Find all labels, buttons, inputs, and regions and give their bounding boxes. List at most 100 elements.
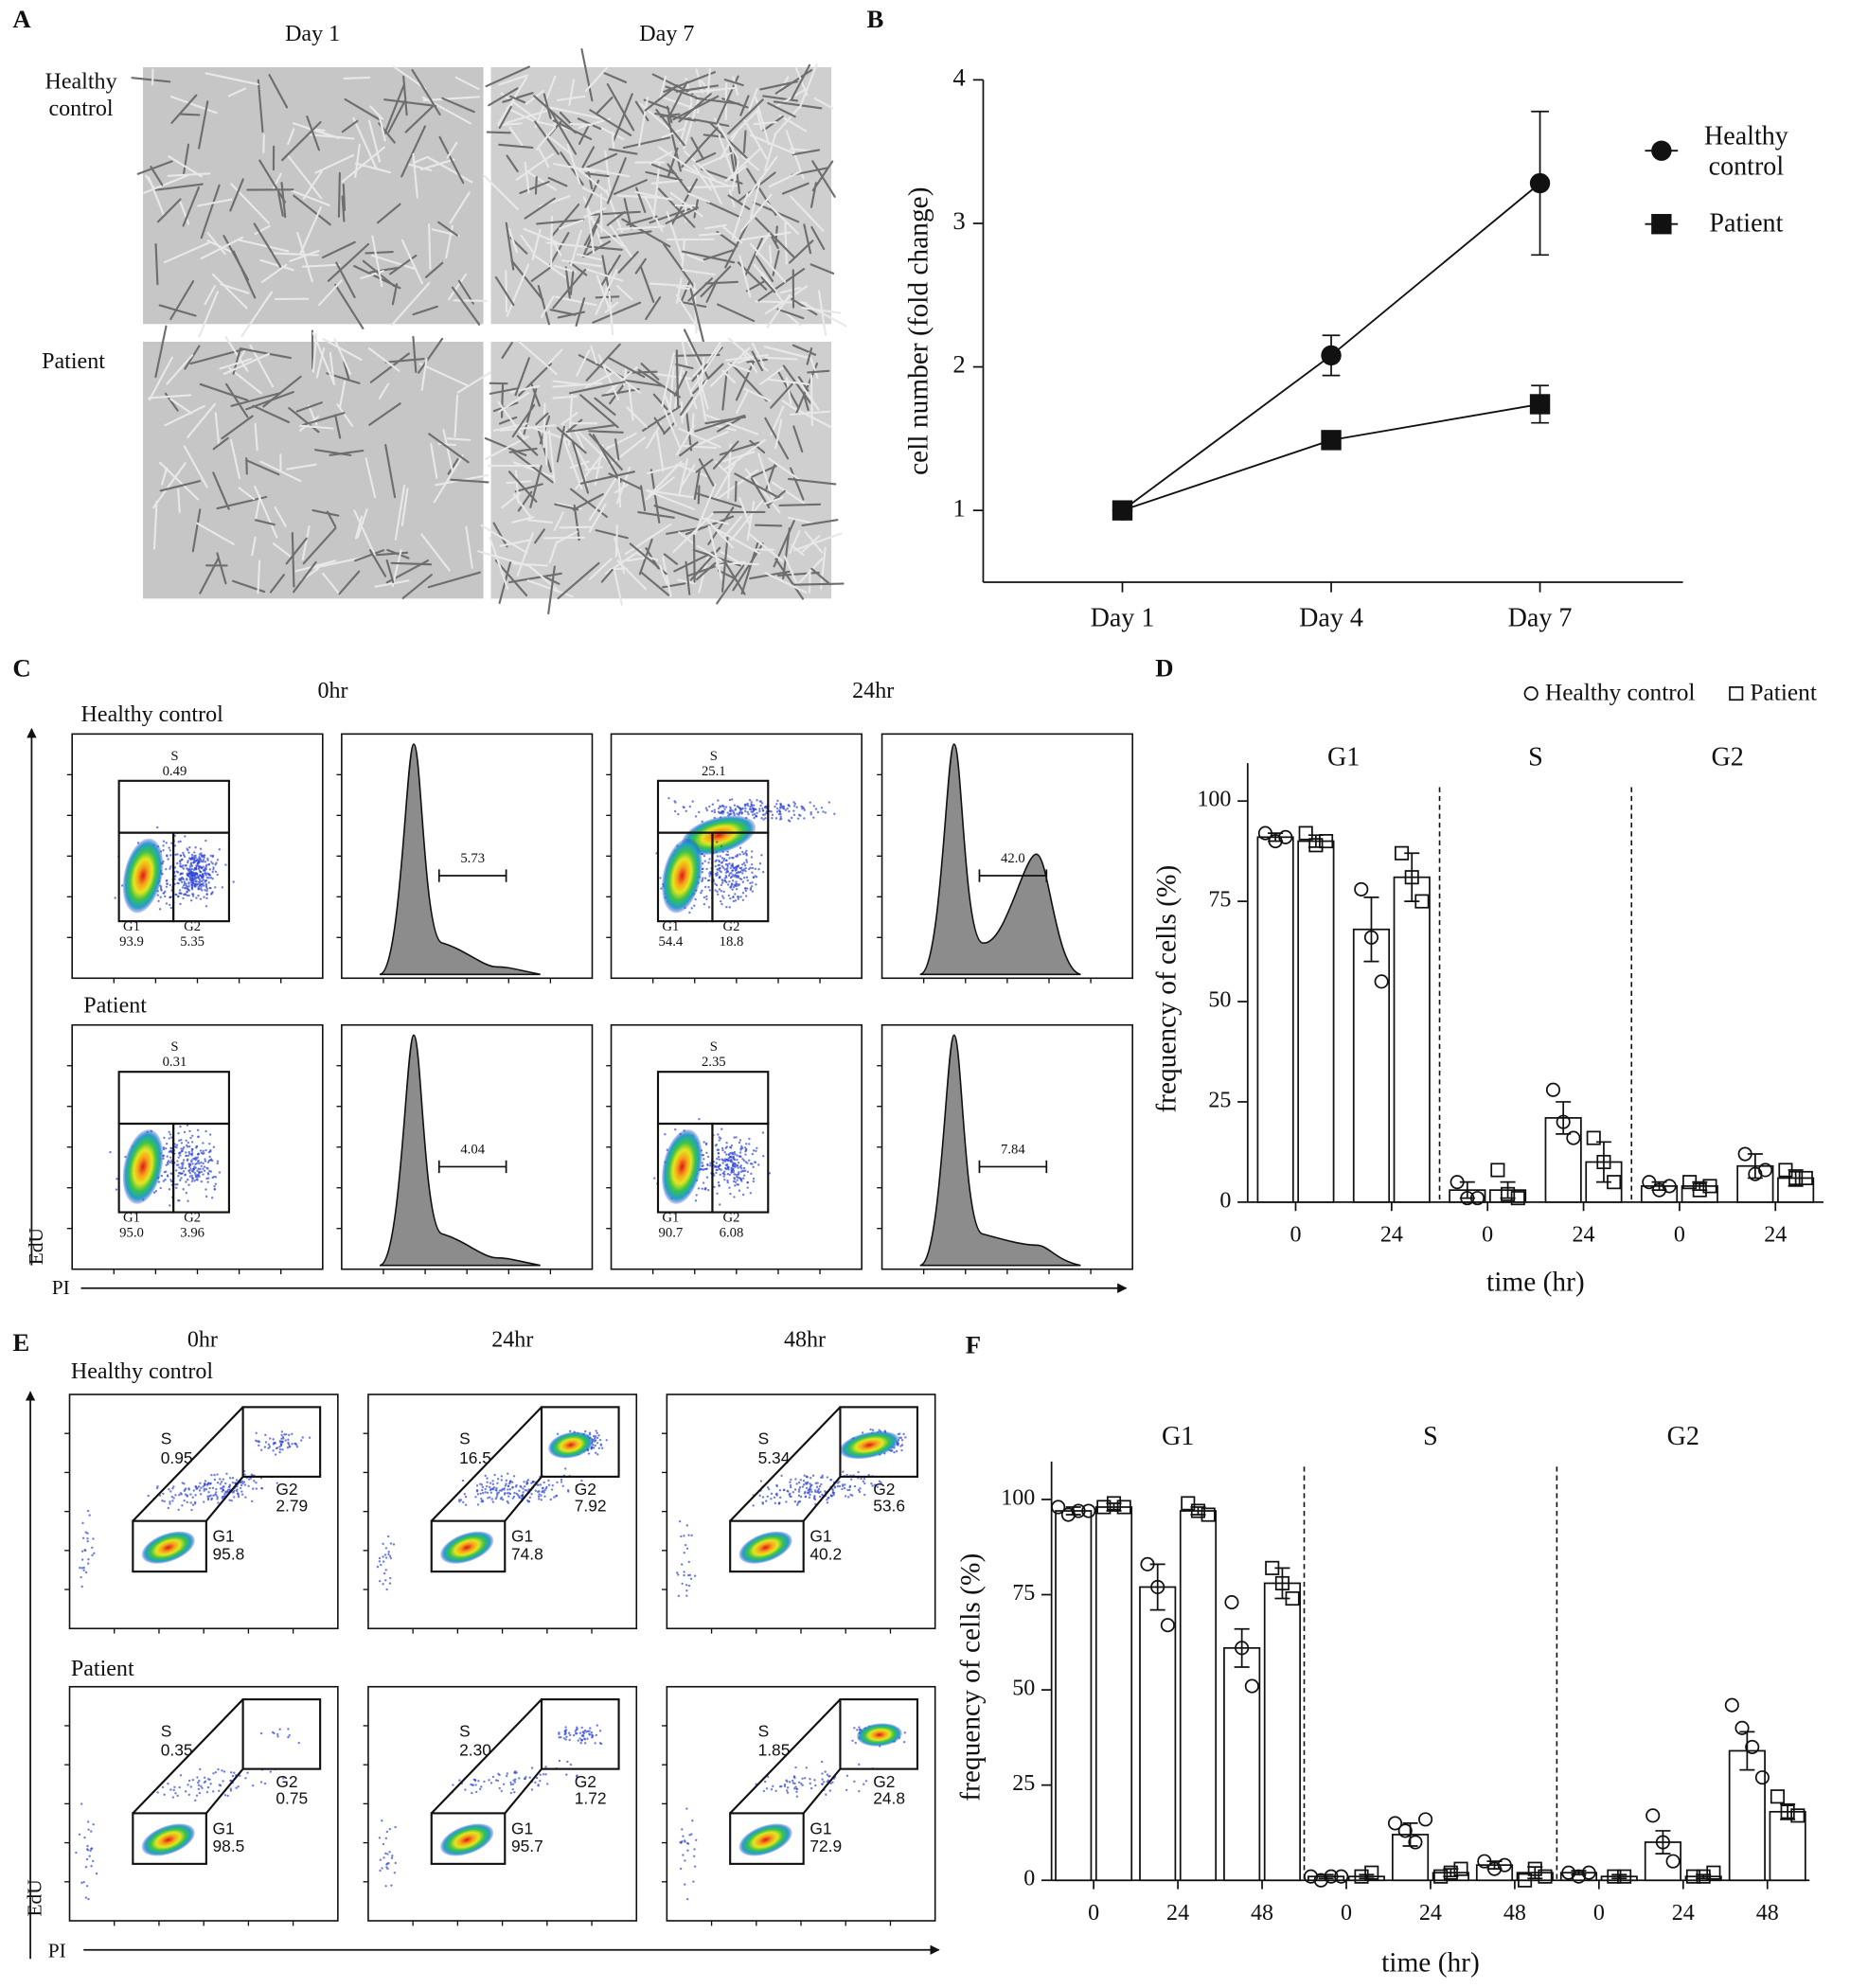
panel-label: C [12, 654, 30, 683]
cell [534, 176, 538, 195]
cell [732, 76, 739, 96]
event-dot [287, 1735, 290, 1739]
event-dot [388, 1850, 391, 1854]
x-tick-label: 48 [1756, 1901, 1779, 1926]
event-dot [514, 1778, 517, 1781]
event-dot [240, 1490, 243, 1493]
event-dot [246, 1771, 249, 1774]
event-dot [539, 1779, 542, 1783]
event-dot [391, 1855, 394, 1857]
data-point [1285, 1590, 1300, 1606]
cell [703, 249, 735, 261]
event-dot [760, 802, 764, 805]
event-dot [808, 1496, 811, 1499]
event-dot [715, 1165, 719, 1168]
event-dot [210, 861, 213, 863]
data-point [1354, 881, 1369, 896]
event-dot [753, 816, 756, 820]
micrograph [477, 328, 845, 615]
event-dot [165, 1163, 168, 1166]
cell [391, 549, 402, 587]
gate-name: S [170, 749, 178, 764]
x-tick-label: 24 [1573, 1222, 1595, 1247]
event-dot [182, 1159, 186, 1162]
event-dot [547, 1483, 551, 1486]
gate-value: 5.34 [758, 1448, 791, 1467]
event-dot [714, 864, 718, 868]
event-dot [177, 1163, 180, 1166]
cell [354, 549, 385, 562]
event-dot [558, 1732, 560, 1735]
event-dot [511, 1497, 514, 1500]
event-dot [694, 897, 697, 901]
cell [251, 536, 257, 557]
error-bar [1149, 1563, 1165, 1611]
event-dot [187, 1793, 191, 1797]
cell [182, 186, 201, 227]
event-dot [722, 896, 725, 899]
cell [336, 403, 354, 427]
event-dot [809, 811, 812, 814]
cell [808, 352, 819, 380]
event-dot [775, 803, 778, 806]
cell [535, 412, 549, 426]
event-dot [821, 1783, 824, 1785]
data-point [1308, 838, 1324, 853]
hist-value: 5.73 [460, 851, 485, 866]
event-dot [659, 877, 662, 879]
event-dot [594, 1440, 596, 1443]
gate-name: S [161, 1721, 172, 1740]
row-label: Patient [83, 994, 147, 1019]
event-dot [384, 1852, 387, 1855]
event-dot [788, 1781, 792, 1784]
event-dot [532, 1480, 535, 1483]
cell [498, 143, 534, 150]
event-dot [733, 804, 737, 807]
event-dot [164, 1146, 168, 1150]
event-dot [823, 1781, 826, 1784]
event-dot [212, 1790, 215, 1793]
event-dot [710, 809, 714, 813]
event-dot [79, 1566, 81, 1570]
event-dot [189, 868, 192, 871]
event-dot [718, 1158, 720, 1162]
cell [659, 95, 697, 110]
gate-value: 0.95 [161, 1448, 193, 1467]
bar [1769, 1810, 1806, 1882]
cell [245, 457, 248, 475]
event-dot [735, 884, 738, 888]
event-dot [814, 808, 818, 810]
event-dot [741, 1193, 745, 1197]
event-dot [740, 812, 743, 815]
event-dot [751, 1152, 755, 1156]
cell [626, 557, 646, 562]
cell [788, 240, 814, 264]
data-point [1304, 1869, 1319, 1884]
cell [559, 525, 593, 529]
event-dot [785, 1500, 788, 1503]
event-dot [551, 1483, 554, 1487]
event-dot [171, 1796, 175, 1799]
cell [152, 183, 204, 192]
event-dot [719, 855, 721, 858]
event-dot [542, 1486, 544, 1490]
event-dot [172, 1485, 175, 1488]
cell [781, 182, 809, 195]
event-dot [765, 1500, 768, 1502]
event-dot [774, 817, 778, 820]
event-dot [88, 1514, 91, 1517]
cell [654, 113, 697, 122]
event-dot [789, 1481, 792, 1483]
event-dot [775, 810, 779, 813]
event-dot [187, 1183, 190, 1186]
event-dot [206, 1161, 210, 1163]
row-label: Patient [71, 1657, 134, 1681]
data-point [1617, 1869, 1632, 1884]
bar [1223, 1646, 1261, 1882]
cell [621, 218, 671, 248]
cell [586, 206, 596, 255]
cell [281, 120, 322, 162]
cell [338, 570, 361, 595]
event-dot [177, 1174, 180, 1178]
